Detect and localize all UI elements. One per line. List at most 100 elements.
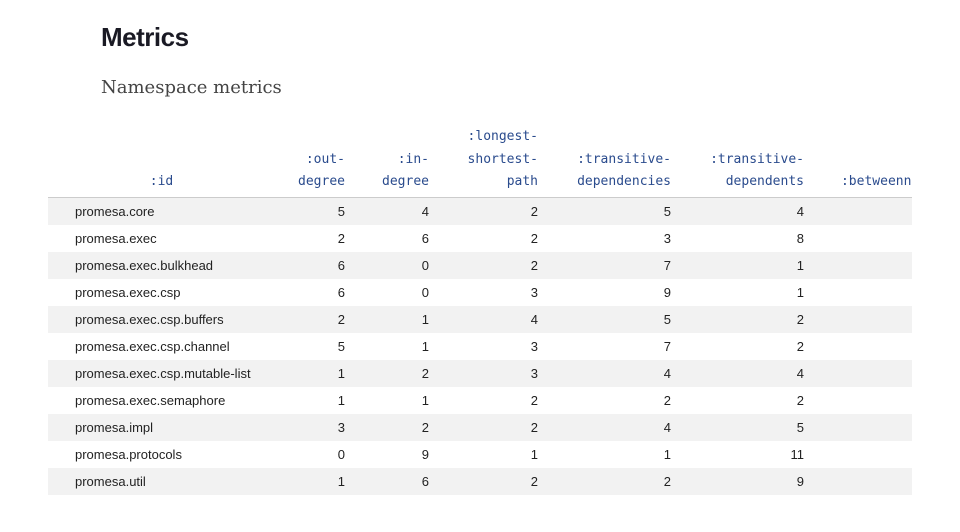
- metric-cell: 3: [275, 413, 355, 441]
- column-header: :longest-shortest-path: [439, 126, 548, 198]
- table-row: promesa.exec.csp.mutable-list 1 2 3 4 4: [48, 359, 912, 387]
- metric-cell: 2: [796, 392, 804, 408]
- column-header: :id: [48, 126, 275, 198]
- metric-cell: 9: [663, 284, 671, 300]
- metric-cell: 1: [275, 359, 355, 387]
- metrics-table: :id:out-degree:in-degree:longest-shortes…: [48, 126, 912, 495]
- namespace-cell: promesa.impl: [48, 413, 275, 441]
- namespace-cell: promesa.exec: [75, 230, 157, 246]
- metric-cell: 1: [663, 446, 671, 462]
- metric-cell: 8: [796, 230, 804, 246]
- empty-cell: [814, 387, 912, 414]
- metric-cell: 4: [548, 359, 681, 387]
- metric-cell: 2: [681, 305, 814, 333]
- table-container: :id:out-degree:in-degree:longest-shortes…: [48, 126, 912, 495]
- table-row: promesa.exec.csp.buffers 2 1 4 5 2: [48, 305, 912, 333]
- column-header: :out-degree: [275, 126, 355, 198]
- namespace-cell: promesa.exec.csp: [75, 284, 181, 300]
- metric-cell: 4: [355, 197, 439, 225]
- namespace-cell: promesa.core: [48, 197, 275, 225]
- metric-cell: 2: [355, 359, 439, 387]
- metric-cell: 4: [548, 413, 681, 441]
- metric-cell: 2: [530, 230, 538, 246]
- metric-cell: 2: [355, 413, 439, 441]
- metric-cell: 3: [530, 284, 538, 300]
- metric-cell: 0: [337, 446, 345, 462]
- metric-cell: 6: [421, 230, 429, 246]
- metric-cell: 5: [548, 305, 681, 333]
- empty-cell: [814, 225, 912, 252]
- namespace-cell: promesa.exec.semaphore: [75, 392, 226, 408]
- metric-cell: 1: [275, 467, 355, 495]
- metric-cell: 1: [681, 251, 814, 279]
- metric-cell: 0: [421, 284, 429, 300]
- metric-cell: 1: [421, 392, 429, 408]
- namespace-cell: promesa.exec.csp.mutable-list: [48, 359, 275, 387]
- metric-cell: 9: [681, 467, 814, 495]
- empty-cell: [814, 197, 912, 225]
- metric-cell: 1: [530, 446, 538, 462]
- metric-cell: 5: [681, 413, 814, 441]
- empty-cell: [814, 333, 912, 360]
- metric-cell: 2: [275, 305, 355, 333]
- metric-cell: 5: [275, 197, 355, 225]
- metric-cell: 3: [663, 230, 671, 246]
- empty-cell: [814, 441, 912, 468]
- metric-cell: 2: [796, 338, 804, 354]
- empty-cell: [814, 305, 912, 333]
- table-row: promesa.impl 3 2 2 4 5: [48, 413, 912, 441]
- table-row: promesa.exec.csp.channel 5 1 3 7 2: [48, 333, 912, 360]
- metric-cell: 3: [530, 338, 538, 354]
- table-row: promesa.exec.csp 6 0 3 9 1: [48, 279, 912, 306]
- empty-cell: [814, 359, 912, 387]
- column-header: :transitive-dependents: [681, 126, 814, 198]
- metric-cell: 6: [275, 251, 355, 279]
- column-header: :in-degree: [355, 126, 439, 198]
- metric-cell: 1: [421, 338, 429, 354]
- metric-cell: 2: [439, 413, 548, 441]
- column-header: :betweenness-centrality: [814, 126, 912, 198]
- title: Metrics: [101, 22, 189, 52]
- metric-cell: 6: [355, 467, 439, 495]
- metric-cell: 5: [548, 197, 681, 225]
- metric-cell: 3: [439, 359, 548, 387]
- subtitle: Namespace metrics: [101, 77, 282, 98]
- empty-cell: [814, 251, 912, 279]
- empty-cell: [814, 467, 912, 495]
- empty-cell: [814, 413, 912, 441]
- table-row: promesa.protocols 0 9 1 1 11: [48, 441, 912, 468]
- metric-cell: 7: [663, 338, 671, 354]
- metric-cell: 2: [439, 197, 548, 225]
- metric-cell: 6: [337, 284, 345, 300]
- namespace-cell: promesa.exec.bulkhead: [48, 251, 275, 279]
- metric-cell: 2: [530, 392, 538, 408]
- table-row: promesa.exec 2 6 2 3 8: [48, 225, 912, 252]
- metric-cell: 11: [790, 446, 805, 462]
- namespace-cell: promesa.protocols: [75, 446, 182, 462]
- metric-cell: 1: [355, 305, 439, 333]
- metric-cell: 4: [439, 305, 548, 333]
- table-row: promesa.exec.semaphore 1 1 2 2 2: [48, 387, 912, 414]
- empty-cell: [814, 279, 912, 306]
- table-row: promesa.util 1 6 2 2 9: [48, 467, 912, 495]
- table-row: promesa.exec.bulkhead 6 0 2 7 1: [48, 251, 912, 279]
- table-row: promesa.core 5 4 2 5 4: [48, 197, 912, 225]
- header-row: :id:out-degree:in-degree:longest-shortes…: [48, 126, 912, 198]
- metric-cell: 2: [439, 467, 548, 495]
- namespace-cell: promesa.exec.csp.channel: [75, 338, 230, 354]
- metric-cell: 7: [548, 251, 681, 279]
- metric-cell: 5: [337, 338, 345, 354]
- metric-cell: 2: [337, 230, 345, 246]
- metric-cell: 2: [663, 392, 671, 408]
- table-body: promesa.core 5 4 2 5 4 promesa.exec 2 6 2 3 8 promes…: [48, 197, 912, 495]
- metric-cell: 2: [439, 251, 548, 279]
- metric-cell: 4: [681, 197, 814, 225]
- metric-cell: 9: [421, 446, 429, 462]
- namespace-cell: promesa.util: [48, 467, 275, 495]
- metric-cell: 1: [337, 392, 345, 408]
- column-header: :transitive-dependencies: [548, 126, 681, 198]
- metric-cell: 0: [355, 251, 439, 279]
- metric-cell: 4: [681, 359, 814, 387]
- metric-cell: 1: [796, 284, 804, 300]
- namespace-cell: promesa.exec.csp.buffers: [48, 305, 275, 333]
